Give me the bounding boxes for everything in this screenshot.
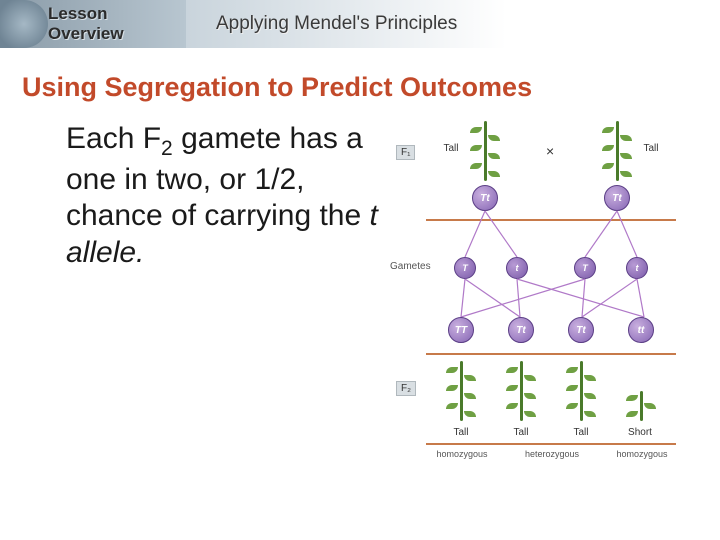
- slide-header: Lesson Overview Applying Mendel's Princi…: [0, 0, 720, 48]
- body-line1: Each F: [66, 122, 161, 155]
- bottom-label-2: homozygous: [612, 449, 672, 459]
- body-sub: 2: [161, 137, 173, 160]
- bottom-label-0: homozygous: [432, 449, 492, 459]
- offspring-2: Tt: [568, 317, 594, 343]
- f2-plant-1: [506, 361, 536, 421]
- body-text: Each F2 gamete has a one in two, or 1/2,…: [66, 121, 386, 501]
- f2-plant-label-0: Tall: [446, 427, 476, 438]
- lesson-overview-label: Lesson Overview: [0, 0, 186, 48]
- f2-plant-0: [446, 361, 476, 421]
- f2-plant-2: [566, 361, 596, 421]
- genetics-diagram: F₁ Tall × Tall Tt Tt Gametes: [396, 121, 700, 501]
- offspring-1: Tt: [508, 317, 534, 343]
- divider-bottom: [426, 443, 676, 445]
- segregation-arrows: [396, 121, 696, 381]
- content-area: Each F2 gamete has a one in two, or 1/2,…: [0, 121, 720, 501]
- f2-plant-label-2: Tall: [566, 427, 596, 438]
- section-title: Using Segregation to Predict Outcomes: [22, 72, 720, 103]
- bottom-label-1: heterozygous: [512, 449, 592, 459]
- offspring-3: tt: [628, 317, 654, 343]
- f2-plant-3: [626, 361, 656, 421]
- chapter-title: Applying Mendel's Principles: [186, 0, 720, 48]
- offspring-0: TT: [448, 317, 474, 343]
- f2-plant-label-1: Tall: [506, 427, 536, 438]
- f2-plant-label-3: Short: [622, 427, 658, 438]
- f2-label: F₂: [396, 381, 416, 396]
- divider-mid: [426, 353, 676, 355]
